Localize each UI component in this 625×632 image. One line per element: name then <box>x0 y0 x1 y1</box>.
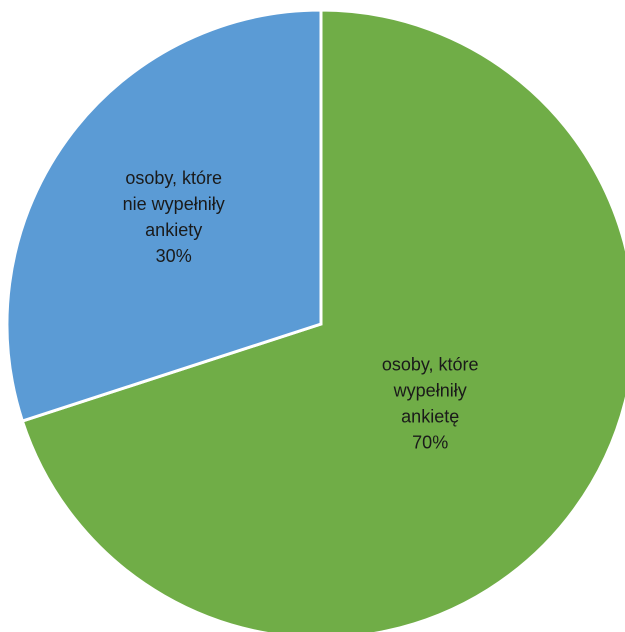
slice-category-label-line: ankiety <box>145 220 202 240</box>
slice-value-label: 30% <box>156 246 192 266</box>
pie-labels: osoby, które wypełniły ankietę 70%osoby, kt… <box>123 168 479 452</box>
pie-slice-2 <box>5 8 323 423</box>
slice-category-label-line: ankietę <box>401 406 459 426</box>
pie-slice-1 <box>20 8 625 632</box>
slice-label-2: osoby, które nie wypełniły ankiety 30% <box>123 168 225 266</box>
slice-category-label-line: wypełniły <box>393 380 467 400</box>
slice-label-1: osoby, które wypełniły ankietę 70% <box>382 354 479 452</box>
slice-value-label: 70% <box>412 432 448 452</box>
slice-category-label-line: nie wypełniły <box>123 194 225 214</box>
pie-slices <box>5 8 625 632</box>
slice-category-label-line: osoby, które <box>382 354 479 374</box>
slice-category-label-line: osoby, które <box>125 168 222 188</box>
